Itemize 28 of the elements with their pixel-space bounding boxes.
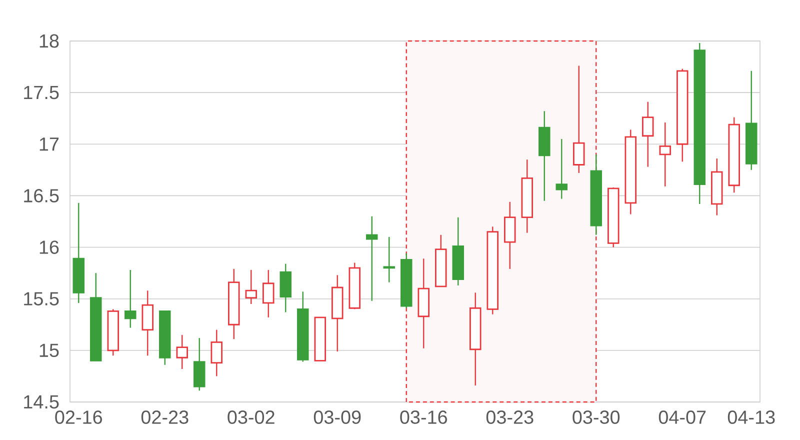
y-tick-label: 18 <box>40 34 59 48</box>
candlestick <box>556 138 568 200</box>
candlestick <box>659 122 672 188</box>
x-tick-label: 03-30 <box>572 410 620 424</box>
candlestick <box>573 65 585 174</box>
x-tick-label: 03-23 <box>486 410 534 424</box>
candlestick <box>366 216 378 302</box>
y-tick-label: 17 <box>40 138 59 151</box>
candlestick <box>262 269 274 318</box>
x-tick-label: 02-16 <box>55 410 102 424</box>
x-tick-label: 04-07 <box>658 410 706 424</box>
candlestick <box>642 101 654 168</box>
x-tick-label: 02-23 <box>141 410 188 424</box>
x-tick-label: 03-02 <box>228 410 274 424</box>
candlestick <box>383 236 396 283</box>
candlestick <box>176 334 188 370</box>
candlestick <box>210 329 223 377</box>
x-tick-label: 03-09 <box>314 410 361 424</box>
x-tick-label: 03-16 <box>400 410 447 424</box>
y-tick-label: 17.5 <box>24 86 59 100</box>
candlestick <box>245 269 258 305</box>
x-tick-label: 04-13 <box>728 410 775 424</box>
y-tick-label: 16.5 <box>24 188 59 202</box>
y-tick-label: 15.5 <box>24 292 59 306</box>
y-tick-label: 16 <box>40 240 59 254</box>
y-tick-label: 14.5 <box>24 395 59 409</box>
y-tick-label: 15 <box>40 344 59 358</box>
candlestick <box>124 269 136 328</box>
